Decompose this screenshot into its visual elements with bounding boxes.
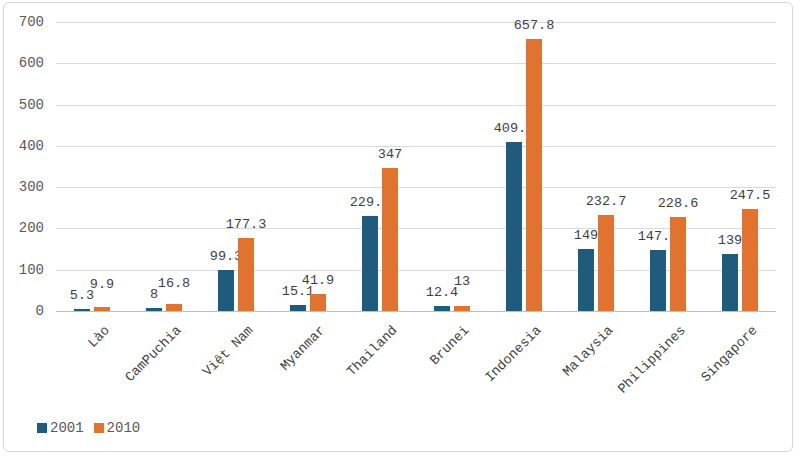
- gridline-700: [56, 22, 776, 23]
- bar-2010-CamPuchia: [166, 304, 182, 311]
- data-label-2001-Singapore: 139: [690, 233, 770, 249]
- bar-2001-Malaysia: [578, 249, 594, 311]
- legend: 2001 2010: [37, 420, 140, 436]
- bar-2010-Singapore: [742, 209, 758, 311]
- bar-2001-Myanmar: [290, 305, 306, 311]
- data-label-2001-Việt Nam: 99.3: [186, 249, 266, 265]
- data-label-2010-Philippines: 228.6: [638, 196, 718, 212]
- data-label-2010-Brunei: 13: [422, 274, 502, 290]
- bar-2001-Việt Nam: [218, 270, 234, 311]
- x-category-label-text: Lào: [85, 323, 113, 351]
- bar-2001-Indonesia: [506, 142, 522, 311]
- bar-2001-Lào: [74, 309, 90, 311]
- data-label-2001-Malaysia: 149: [546, 228, 626, 244]
- gridline-600: [56, 63, 776, 64]
- legend-swatch-2010: [94, 423, 104, 433]
- x-category-label-text: Myanmar: [278, 323, 329, 374]
- x-category-label-text: Singapore: [698, 323, 760, 385]
- data-label-2001-Philippines: 147.2: [618, 229, 698, 245]
- data-label-2010-Singapore: 247.5: [710, 188, 790, 204]
- x-category-label-text: Brunei: [428, 323, 473, 368]
- gridline-500: [56, 105, 776, 106]
- x-category-label-text: Philippines: [615, 323, 689, 397]
- y-tick-label-0: 0: [0, 303, 44, 319]
- bar-2010-Indonesia: [526, 39, 542, 311]
- data-label-2010-Thailand: 347: [350, 147, 430, 163]
- x-category-label-text: Việt Nam: [200, 323, 256, 379]
- x-category-label-text: CamPuchia: [122, 323, 184, 385]
- data-label-2010-Myanmar: 41.9: [278, 273, 358, 289]
- bar-2010-Thailand: [382, 168, 398, 311]
- y-tick-label-500: 500: [0, 97, 44, 113]
- y-tick-label-200: 200: [0, 220, 44, 236]
- x-axis-line: [56, 311, 776, 312]
- bar-2001-Singapore: [722, 254, 738, 311]
- y-tick-label-400: 400: [0, 138, 44, 154]
- x-category-label-text: Indonesia: [482, 323, 544, 385]
- bar-2010-Việt Nam: [238, 238, 254, 311]
- y-tick-label-300: 300: [0, 179, 44, 195]
- bar-2010-Lào: [94, 307, 110, 311]
- bar-2001-Brunei: [434, 306, 450, 311]
- data-label-2010-Việt Nam: 177.3: [206, 217, 286, 233]
- y-tick-label-700: 700: [0, 14, 44, 30]
- gridline-300: [56, 187, 776, 188]
- data-label-2010-Malaysia: 232.7: [566, 194, 646, 210]
- bar-2010-Brunei: [454, 306, 470, 311]
- plot-area: 01002003004005006007005.39.9Lào816.8CamP…: [0, 0, 800, 464]
- data-label-2010-Indonesia: 657.8: [494, 18, 574, 34]
- y-tick-label-100: 100: [0, 262, 44, 278]
- y-tick-label-600: 600: [0, 55, 44, 71]
- x-category-label-text: Malaysia: [560, 323, 616, 379]
- data-label-2001-Thailand: 229.1: [330, 195, 410, 211]
- gridline-100: [56, 270, 776, 271]
- legend-item-2010: 2010: [94, 420, 141, 436]
- bar-2010-Philippines: [670, 217, 686, 311]
- x-category-label-text: Thailand: [344, 323, 400, 379]
- data-label-2001-Indonesia: 409.4: [474, 121, 554, 137]
- chart-canvas: 01002003004005006007005.39.9Lào816.8CamP…: [0, 0, 800, 464]
- bar-2001-CamPuchia: [146, 308, 162, 311]
- bar-2010-Myanmar: [310, 294, 326, 311]
- legend-swatch-2001: [37, 423, 47, 433]
- bar-2010-Malaysia: [598, 215, 614, 311]
- bar-2001-Philippines: [650, 250, 666, 311]
- bar-2001-Thailand: [362, 216, 378, 311]
- data-label-2010-CamPuchia: 16.8: [134, 276, 214, 292]
- legend-label-2010: 2010: [107, 420, 141, 436]
- legend-label-2001: 2001: [50, 420, 84, 436]
- legend-item-2001: 2001: [37, 420, 84, 436]
